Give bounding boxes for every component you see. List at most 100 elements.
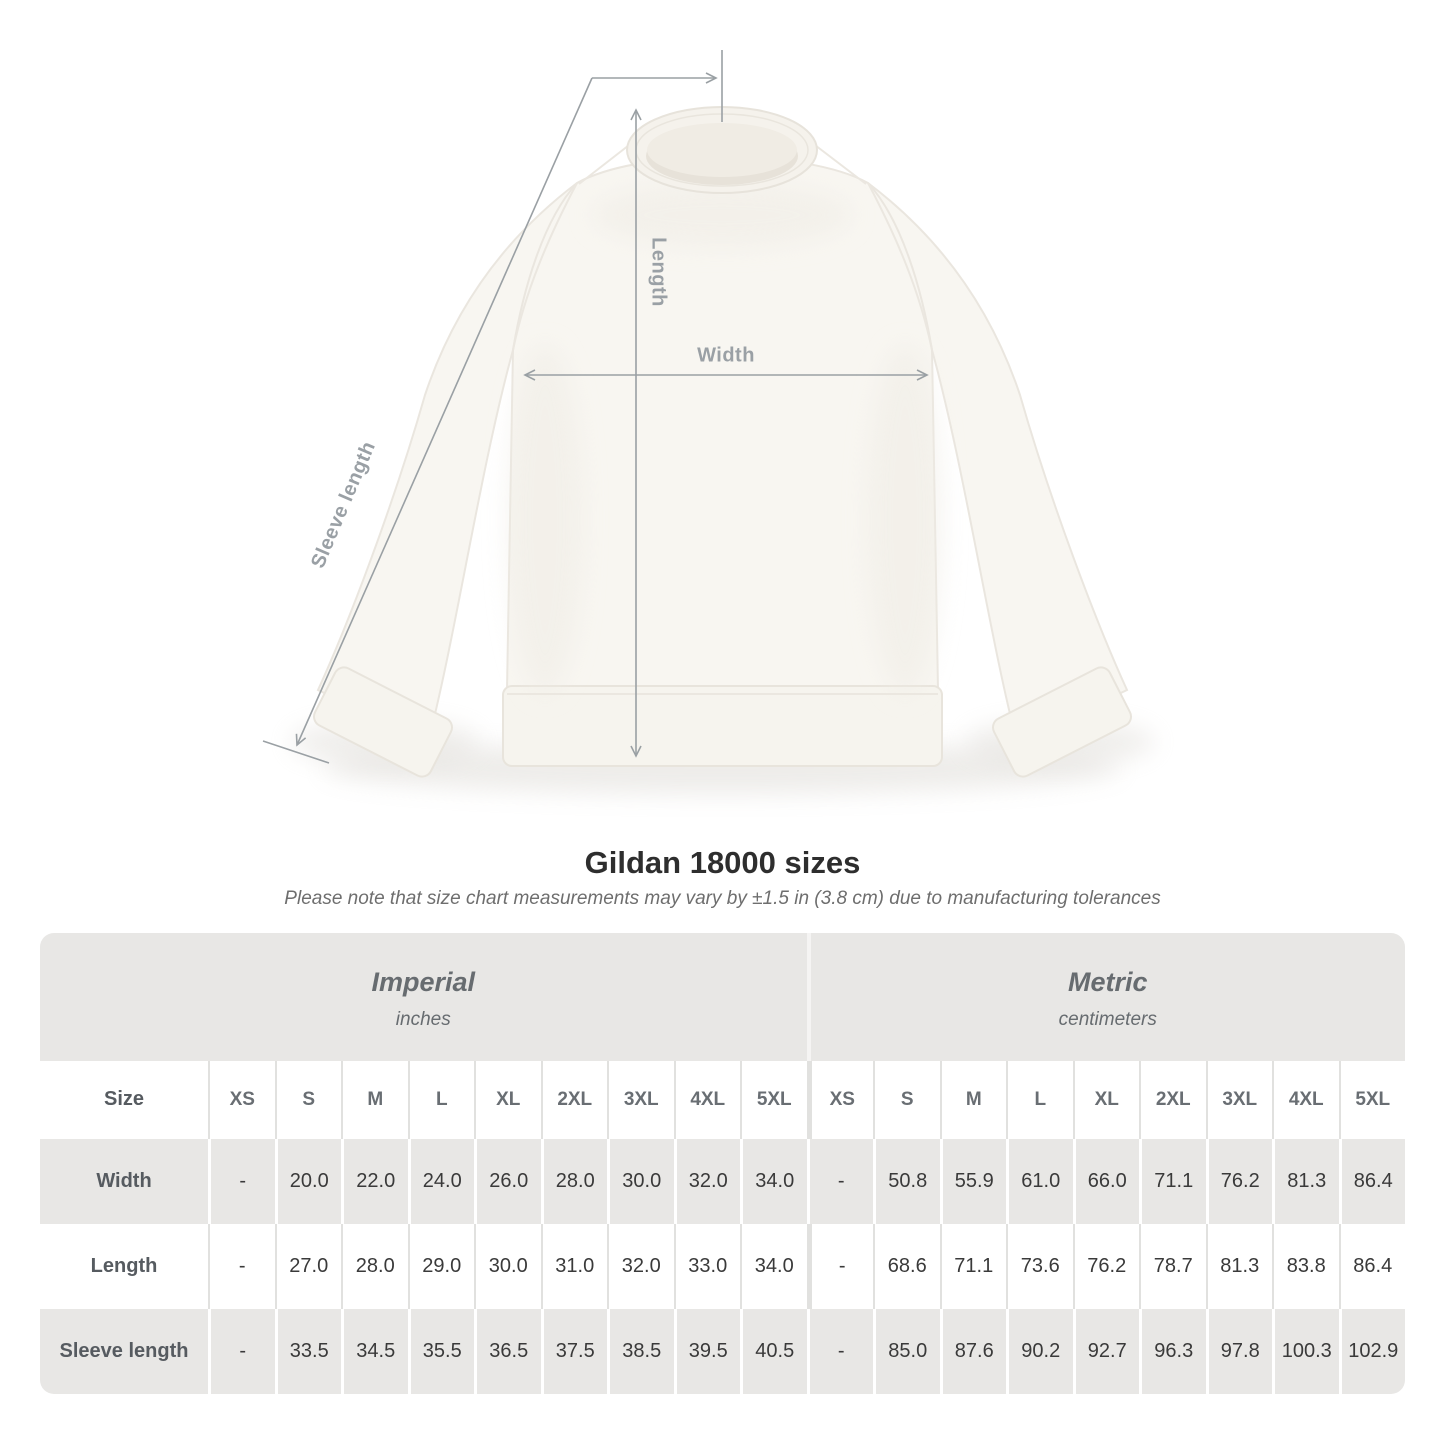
size-value-cell: 86.4	[1338, 1223, 1406, 1309]
size-value-cell: 29.0	[407, 1223, 475, 1309]
size-value-cell: 40.5	[740, 1308, 807, 1394]
size-value-cell: 66.0	[1072, 1138, 1140, 1224]
size-value-cell: 61.0	[1006, 1138, 1073, 1224]
imperial-title: Imperial	[371, 966, 476, 997]
size-value-cell: 32.0	[607, 1223, 674, 1309]
size-value-cell: 100.3	[1272, 1308, 1339, 1394]
size-column-header: 2XL	[540, 1060, 608, 1139]
imperial-section-header: Imperial inches	[40, 933, 807, 1061]
size-value-cell: 92.7	[1072, 1308, 1140, 1394]
size-value-cell: 26.0	[474, 1138, 541, 1224]
size-column-header: 3XL	[607, 1060, 674, 1139]
shading-right	[867, 345, 943, 695]
size-value-cell: 90.2	[1006, 1308, 1073, 1394]
unit-header-band: Imperial inches Metric centimeters	[40, 932, 1406, 1061]
table-row: Size XS S M L XL 2XL 3XL 4XL 5XL XS S M L XL 2XL 3XL 4XL 5…	[40, 1060, 1405, 1139]
size-value-cell: 71.1	[939, 1223, 1007, 1309]
size-value-cell: -	[208, 1138, 275, 1224]
sweatshirt-illustration	[262, 50, 1155, 794]
size-value-cell: -	[806, 1223, 874, 1309]
size-column-header: 3XL	[1205, 1060, 1273, 1139]
metric-title: Metric	[1067, 966, 1148, 997]
size-column-header: S	[274, 1060, 342, 1139]
size-column-header: XS	[806, 1060, 874, 1139]
width-measure-label: Width	[697, 344, 755, 367]
size-column-header: S	[873, 1060, 940, 1139]
size-value-cell: 97.8	[1205, 1308, 1273, 1394]
size-value-cell: 71.1	[1139, 1138, 1206, 1224]
length-measure-label: Length	[647, 237, 670, 307]
waistband	[502, 685, 943, 767]
size-column-header: XS	[208, 1060, 275, 1139]
collar-opening	[647, 123, 797, 177]
size-value-cell: 24.0	[407, 1138, 475, 1224]
size-value-cell: 85.0	[873, 1308, 940, 1394]
measurement-lines	[262, 50, 929, 764]
row-label: Size	[103, 1088, 145, 1111]
size-value-cell: 30.0	[474, 1223, 541, 1309]
size-value-cell: -	[806, 1308, 874, 1394]
row-label: Sleeve length	[59, 1339, 189, 1362]
size-column-header: 4XL	[673, 1060, 741, 1139]
table-row: Length -27.0 28.0 29.0 30.0 31.0 32.0 33.0 34.0-…	[40, 1223, 1406, 1309]
size-value-cell: 22.0	[341, 1138, 408, 1224]
size-column-header: L	[407, 1060, 475, 1139]
size-value-cell: 36.5	[474, 1308, 541, 1394]
size-value-cell: 83.8	[1272, 1223, 1339, 1309]
size-chart-table: Imperial inches Metric centimeters Size X…	[40, 932, 1406, 1394]
size-value-cell: 32.0	[673, 1138, 741, 1224]
left-cuff	[313, 666, 453, 778]
size-value-cell: 30.0	[607, 1138, 674, 1224]
shoulder-seam-left	[578, 141, 634, 185]
size-column-header: 2XL	[1139, 1060, 1206, 1139]
size-value-cell: -	[806, 1138, 874, 1224]
size-value-cell: 76.2	[1205, 1138, 1273, 1224]
size-value-cell: 73.6	[1006, 1223, 1073, 1309]
shading-chest	[592, 183, 852, 247]
size-value-cell: 35.5	[407, 1308, 475, 1394]
size-value-cell: 76.2	[1072, 1223, 1140, 1309]
size-value-cell: 34.0	[740, 1138, 807, 1224]
size-value-cell: -	[208, 1308, 275, 1394]
size-column-header: M	[939, 1060, 1007, 1139]
size-value-cell: 33.0	[673, 1223, 741, 1309]
size-column-header: XL	[1072, 1060, 1140, 1139]
size-value-cell: 31.0	[540, 1223, 608, 1309]
size-value-cell: 78.7	[1139, 1223, 1206, 1309]
size-value-cell: 28.0	[341, 1223, 408, 1309]
size-value-cell: 28.0	[540, 1138, 608, 1224]
table-row: Sleeve length -33.5 34.5 35.5 36.5 37.5 38.5 39…	[40, 1308, 1406, 1394]
size-value-cell: 81.3	[1272, 1138, 1339, 1224]
right-cuff	[992, 666, 1132, 778]
size-table-body: Size XS S M L XL 2XL 3XL 4XL 5XL XS S M L XL 2XL 3XL 4XL 5…	[40, 1060, 1406, 1394]
size-value-cell: 27.0	[274, 1223, 342, 1309]
product-measurement-diagram: Length Width Sleeve length	[262, 50, 1155, 794]
size-column-header: 4XL	[1272, 1060, 1339, 1139]
size-value-cell: 38.5	[607, 1308, 674, 1394]
size-value-cell: 33.5	[274, 1308, 342, 1394]
size-value-cell: 102.9	[1338, 1308, 1406, 1394]
sleeve-length-line	[295, 77, 593, 747]
shoulder-seam-right	[810, 141, 867, 185]
size-value-cell: 68.6	[873, 1223, 940, 1309]
size-value-cell: 37.5	[540, 1308, 608, 1394]
metric-unit: centimeters	[1058, 1008, 1157, 1030]
size-value-cell: 86.4	[1338, 1138, 1406, 1224]
size-value-cell: 34.0	[740, 1223, 807, 1309]
armhole-seam-left	[512, 182, 578, 351]
table-row: Width -20.0 22.0 24.0 26.0 28.0 30.0 32.0 34.0-5…	[40, 1138, 1406, 1224]
size-column-header: 5XL	[740, 1060, 807, 1139]
size-column-header: M	[341, 1060, 408, 1139]
size-value-cell: 50.8	[873, 1138, 940, 1224]
row-label: Length	[90, 1254, 158, 1277]
size-column-header: XL	[474, 1060, 541, 1139]
size-value-cell: 39.5	[673, 1308, 741, 1394]
metric-section-header: Metric centimeters	[806, 932, 1406, 1061]
size-value-cell: 96.3	[1139, 1308, 1206, 1394]
size-value-cell: 34.5	[341, 1308, 408, 1394]
armhole-seam-right	[867, 182, 933, 351]
size-value-cell: 55.9	[939, 1138, 1007, 1224]
sleeve-length-end-tick	[262, 740, 330, 764]
size-value-cell: 81.3	[1205, 1223, 1273, 1309]
page-title: Gildan 18000 sizes	[584, 845, 861, 880]
